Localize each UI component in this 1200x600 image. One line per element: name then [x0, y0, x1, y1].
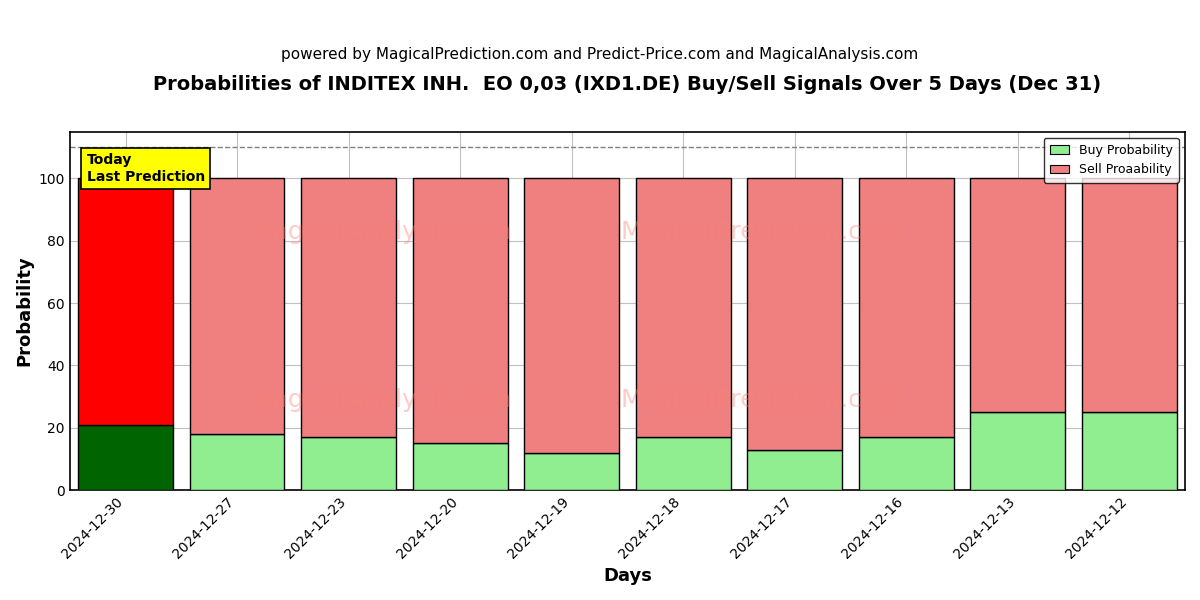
Bar [1082, 412, 1177, 490]
Text: Today
Last Prediction: Today Last Prediction [86, 154, 205, 184]
Bar [636, 437, 731, 490]
Bar [524, 452, 619, 490]
Bar [190, 434, 284, 490]
Bar [301, 437, 396, 490]
Bar [636, 178, 731, 437]
Text: MagicalPrediction.com: MagicalPrediction.com [620, 388, 902, 412]
Bar [748, 178, 842, 449]
Text: powered by MagicalPrediction.com and Predict-Price.com and MagicalAnalysis.com: powered by MagicalPrediction.com and Pre… [281, 46, 919, 61]
Bar [301, 178, 396, 437]
Title: Probabilities of INDITEX INH.  EO 0,03 (IXD1.DE) Buy/Sell Signals Over 5 Days (D: Probabilities of INDITEX INH. EO 0,03 (I… [154, 75, 1102, 94]
Bar [859, 437, 954, 490]
Bar [971, 412, 1066, 490]
Y-axis label: Probability: Probability [14, 256, 34, 366]
Bar [78, 425, 173, 490]
Bar [1082, 178, 1177, 412]
Bar [190, 178, 284, 434]
Text: MagicalPrediction.com: MagicalPrediction.com [620, 220, 902, 244]
Bar [971, 178, 1066, 412]
Bar [859, 178, 954, 437]
X-axis label: Days: Days [602, 567, 652, 585]
Bar [748, 449, 842, 490]
Bar [78, 178, 173, 425]
Bar [413, 178, 508, 443]
Legend: Buy Probability, Sell Proaability: Buy Probability, Sell Proaability [1044, 138, 1178, 182]
Bar [524, 178, 619, 452]
Bar [413, 443, 508, 490]
Text: MagicalAnalysis.com: MagicalAnalysis.com [252, 388, 512, 412]
Text: MagicalAnalysis.com: MagicalAnalysis.com [252, 220, 512, 244]
